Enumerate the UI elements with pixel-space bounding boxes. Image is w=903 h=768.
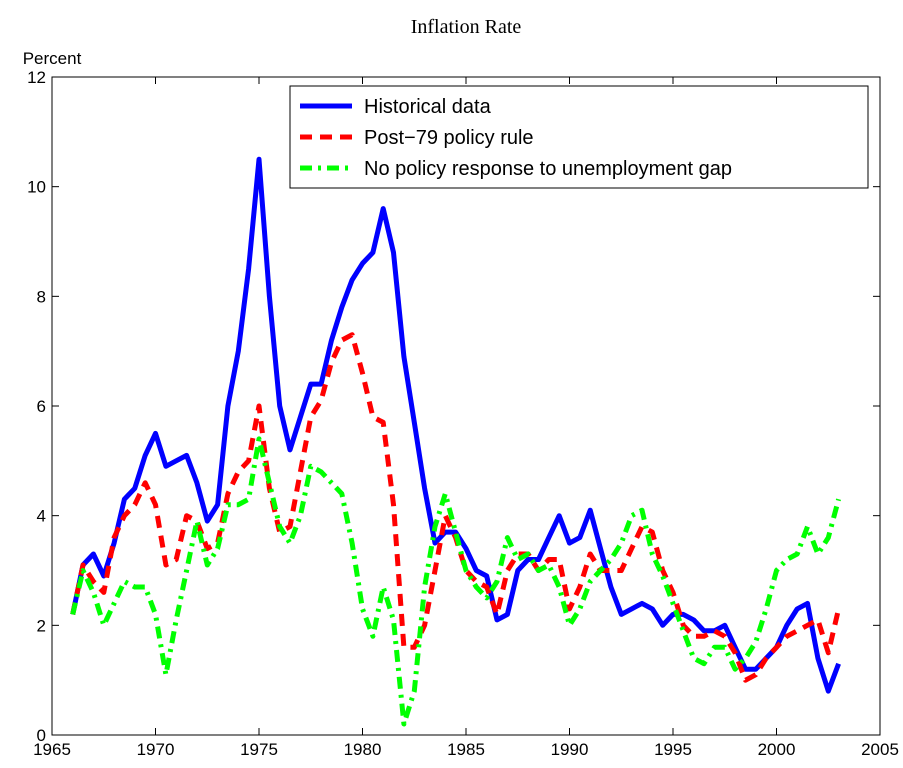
chart-title: Inflation Rate xyxy=(411,16,522,38)
y-tick-label: 8 xyxy=(37,287,46,306)
legend-label: Post−79 policy rule xyxy=(364,127,534,149)
y-tick-label: 10 xyxy=(27,178,46,197)
data-line xyxy=(70,156,841,694)
legend-label: Historical data xyxy=(364,96,492,118)
y-tick-label: 12 xyxy=(27,68,46,87)
y-tick-label: 0 xyxy=(37,726,46,745)
x-tick-label: 1995 xyxy=(654,740,692,759)
data-line xyxy=(70,436,842,727)
x-tick-label: 2000 xyxy=(758,740,796,759)
x-tick-label: 1965 xyxy=(33,740,71,759)
y-tick-label: 4 xyxy=(37,507,46,526)
x-tick-label: 1975 xyxy=(240,740,278,759)
legend-box xyxy=(289,85,869,189)
x-tick-label: 1990 xyxy=(551,740,589,759)
x-tick-label: 1985 xyxy=(447,740,485,759)
y-tick-label: 2 xyxy=(37,616,46,635)
legend-label: No policy response to unemployment gap xyxy=(364,158,732,180)
x-tick-label: 1970 xyxy=(137,740,175,759)
y-axis-label: Percent xyxy=(23,49,82,68)
x-tick-label: 2005 xyxy=(861,740,899,759)
y-tick-label: 6 xyxy=(37,397,46,416)
x-tick-label: 1980 xyxy=(344,740,382,759)
